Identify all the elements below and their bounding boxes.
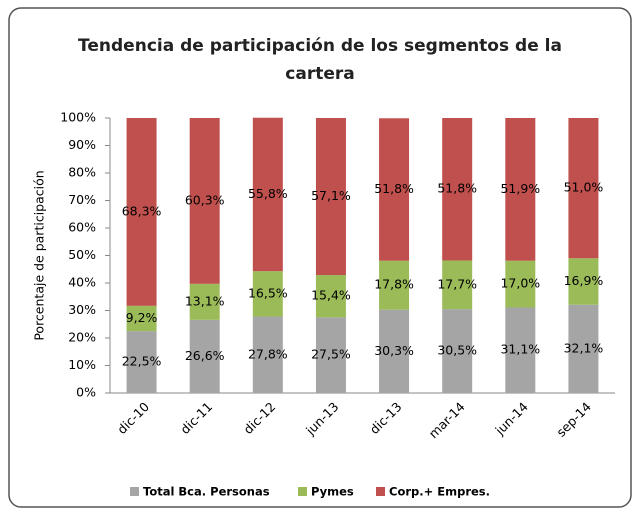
data-label: 17,7%	[437, 276, 477, 291]
legend-label: Pymes	[311, 485, 354, 499]
data-label: 27,8%	[248, 346, 288, 361]
data-label: 13,1%	[185, 293, 225, 308]
y-tick-label: 0%	[76, 385, 96, 400]
bar-segment	[189, 283, 220, 320]
data-label: 9,2%	[126, 310, 158, 325]
bar-segment	[189, 319, 220, 393]
data-label: 17,0%	[500, 276, 540, 291]
y-tick-label: 10%	[68, 357, 96, 372]
data-label: 68,3%	[122, 203, 162, 218]
data-label: 22,5%	[122, 354, 162, 369]
y-tick-label: 80%	[68, 165, 96, 180]
data-label: 31,1%	[500, 342, 540, 357]
y-tick-label: 60%	[68, 220, 96, 235]
legend-swatch	[130, 487, 139, 496]
bar-segment	[379, 260, 410, 310]
bar-segment	[568, 258, 599, 305]
data-label: 51,0%	[564, 180, 604, 195]
data-label: 30,5%	[437, 343, 477, 358]
data-label: 51,9%	[500, 181, 540, 196]
bar-segment	[126, 331, 157, 393]
data-label: 60,3%	[185, 192, 225, 207]
y-tick-label: 100%	[60, 110, 96, 125]
data-label: 32,1%	[564, 340, 604, 355]
y-tick-label: 40%	[68, 275, 96, 290]
bar-segment	[379, 118, 410, 261]
legend-label: Total Bca. Personas	[143, 485, 270, 499]
bar-segment	[442, 118, 473, 261]
bar-segment	[505, 307, 536, 393]
data-label: 16,5%	[248, 285, 288, 300]
bar-segment	[189, 118, 220, 284]
bar-segment	[315, 275, 346, 318]
y-tick-label: 70%	[68, 192, 96, 207]
data-label: 16,9%	[564, 273, 604, 288]
bar-segment	[315, 118, 346, 276]
data-label: 27,5%	[311, 347, 351, 362]
y-tick-label: 90%	[68, 137, 96, 152]
chart-title: Tendencia de participación de los segmen…	[78, 36, 562, 84]
y-axis-title: Porcentaje de participación	[32, 170, 47, 340]
data-label: 57,1%	[311, 188, 351, 203]
bar-segment	[252, 271, 283, 317]
bar-segment	[568, 118, 599, 259]
bar-segment	[126, 118, 157, 306]
bar-segment	[505, 260, 536, 308]
bar-segment	[442, 309, 473, 393]
bar-segment	[252, 316, 283, 393]
bar-segment	[505, 118, 536, 261]
data-label: 26,6%	[185, 348, 225, 363]
data-label: 15,4%	[311, 288, 351, 303]
legend-swatch	[298, 487, 307, 496]
data-label: 51,8%	[437, 181, 477, 196]
bar-segment	[379, 309, 410, 393]
bar-segment	[126, 305, 157, 332]
legend-label: Corp.+ Empres.	[389, 485, 490, 499]
data-label: 17,8%	[374, 277, 414, 292]
data-label: 30,3%	[374, 343, 414, 358]
legend-swatch	[376, 487, 385, 496]
bar-segment	[568, 304, 599, 393]
bar-segment	[252, 117, 283, 272]
y-tick-label: 30%	[68, 302, 96, 317]
bar-segment	[442, 260, 473, 310]
data-label: 55,8%	[248, 186, 288, 201]
data-label: 51,8%	[374, 181, 414, 196]
bar-segment	[315, 317, 346, 393]
y-tick-label: 50%	[68, 247, 96, 262]
y-tick-label: 20%	[68, 330, 96, 345]
